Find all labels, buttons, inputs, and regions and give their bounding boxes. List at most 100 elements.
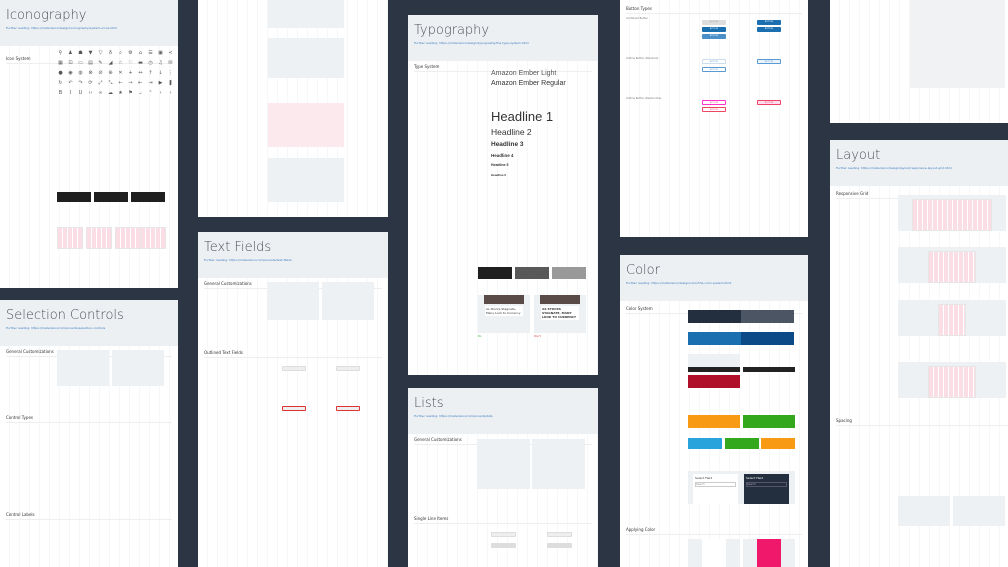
info-icon: ● xyxy=(58,70,63,76)
list-item[interactable] xyxy=(547,543,572,548)
swatch-success xyxy=(743,415,795,428)
list-item[interactable] xyxy=(547,532,572,537)
destructive-button[interactable]: BUTTON xyxy=(702,100,726,105)
further-reading-link[interactable]: Further reading: https://material.io/des… xyxy=(626,281,732,285)
further-reading-link[interactable]: Further reading: https://material.io/des… xyxy=(836,166,952,170)
button-focused[interactable]: BUTTON xyxy=(702,34,726,39)
section-title: Applying Color xyxy=(626,527,802,535)
gear-icon: ⚙ xyxy=(128,50,133,56)
further-reading-link[interactable]: Further reading: https://material.io/com… xyxy=(6,326,106,330)
select-field-dark[interactable]: Select Field Search xyxy=(744,474,789,504)
grid-columns xyxy=(938,304,966,336)
text-field[interactable] xyxy=(336,366,360,371)
button-hover[interactable]: BUTTON xyxy=(757,20,781,25)
close-icon: ✕ xyxy=(118,70,123,76)
clock-icon: ◷ xyxy=(148,60,153,66)
star-icon: ☆ xyxy=(118,60,123,66)
grid-example xyxy=(898,362,1006,398)
folder-icon: ▬ xyxy=(138,60,143,66)
swatch-warning xyxy=(688,415,740,428)
article-do: As Stocks Stagnate, Many Look to Currenc… xyxy=(478,295,530,333)
outline-button[interactable]: BUTTON xyxy=(702,67,726,72)
further-reading-link[interactable]: Further reading: https://material.io/des… xyxy=(414,41,529,45)
destructive-button[interactable]: BUTTON xyxy=(757,100,781,105)
font-regular-sample: Amazon Ember Regular xyxy=(491,80,566,87)
arrow-icon: ↔ xyxy=(138,70,143,76)
font-light-sample: Amazon Ember Light xyxy=(491,70,557,77)
text-field-error[interactable] xyxy=(282,406,306,411)
iconography-panel: Iconography Further reading: https://mate… xyxy=(0,0,178,288)
further-reading-link[interactable]: Further reading: https://material.io/com… xyxy=(204,258,292,262)
destructive-button[interactable]: BUTTON xyxy=(702,107,726,112)
button-pressed[interactable]: BUTTON xyxy=(757,27,781,32)
section-title: Single Line Items xyxy=(414,516,592,524)
article-image xyxy=(540,295,580,304)
search-icon: ⌕ xyxy=(119,50,122,56)
headline-4: Headline 4 xyxy=(491,153,514,158)
button-enabled[interactable]: BUTTON xyxy=(702,27,726,32)
grid-columns xyxy=(928,366,976,398)
further-reading-link[interactable]: Further reading: https://material.io/com… xyxy=(414,414,493,418)
home-icon: ⌂ xyxy=(138,50,143,56)
phone-mock xyxy=(702,539,726,567)
text-field[interactable] xyxy=(282,366,306,371)
error-icon: ⊗ xyxy=(88,70,93,76)
panel-title: Color xyxy=(626,263,660,278)
select-field-examples: Select Field Search Select Field Search xyxy=(688,471,795,504)
panel-title: Layout xyxy=(836,148,881,163)
list-item[interactable] xyxy=(491,532,516,537)
grid-columns xyxy=(928,251,976,283)
icon-grid: ⚲ ♟ ☗ ▼ ▽ ♁ ⌕ ⚙ ⌂ ☰ ▣ ≺ ▦ ⊡ ▭ ▤ ✎ ◢ ☆ ♡ ▬ ◷ ♫ ✉ ● ◉ ◍ ⊗ ⊘ ⊕ ✕ + ↔ ↑ ↓ ⋮ ↻… xyxy=(56,50,175,99)
color-sample xyxy=(478,267,512,279)
search-input[interactable]: Search xyxy=(746,482,787,487)
chevron-down-icon: ⌄ xyxy=(138,90,143,96)
spacing-example xyxy=(898,496,950,526)
color-sample xyxy=(552,267,586,279)
first-icon: ⇤ xyxy=(138,80,143,86)
chevron-right-icon: › xyxy=(169,90,172,96)
swatch-secondary-variant xyxy=(741,332,794,345)
button-disabled[interactable]: BUTTON xyxy=(702,20,726,25)
outline-button[interactable]: BUTTON xyxy=(757,59,781,64)
add-icon: ⊕ xyxy=(108,70,113,76)
subsection-title: Outline Button (Destructive) xyxy=(626,97,662,100)
image-icon: ▣ xyxy=(158,50,163,56)
collapse-icon: ⤡ xyxy=(108,80,113,86)
outline-button[interactable]: BUTTON xyxy=(702,59,726,64)
select-field-label: Select Field xyxy=(695,476,713,480)
calendar-icon: ▦ xyxy=(58,60,63,66)
warning-icon: ◍ xyxy=(78,70,83,76)
chevron-up-icon: ⌃ xyxy=(148,90,153,96)
icon-keyline-grid xyxy=(115,227,141,249)
panel-title: Selection Controls xyxy=(6,308,124,323)
swatch-warning-light xyxy=(761,438,795,449)
pin-icon: ⚲ xyxy=(58,50,63,56)
swatch-on-surface xyxy=(743,367,795,372)
headline-1: Headline 1 xyxy=(491,109,554,124)
panel-title: Typography xyxy=(414,23,490,38)
mail-icon: ✉ xyxy=(168,60,173,66)
sync-icon: ⟳ xyxy=(88,80,93,86)
search-input[interactable]: Search xyxy=(695,482,736,487)
expand-icon: ⤢ xyxy=(98,80,103,86)
spec-example xyxy=(322,282,374,320)
spec-example xyxy=(268,0,344,28)
underline-icon: U xyxy=(78,90,83,96)
swatch-background xyxy=(688,354,740,367)
icon-sample-dark xyxy=(57,192,91,202)
headline-3: Headline 3 xyxy=(491,141,524,148)
doc-icon: ▤ xyxy=(88,60,93,66)
swatch-info xyxy=(688,438,722,449)
further-reading-link[interactable]: Further reading: https://material.io/des… xyxy=(6,26,118,30)
section-title: Type System xyxy=(414,64,592,72)
selection-controls-panel: Selection Controls Further reading: https… xyxy=(0,300,178,567)
edit-icon: ✎ xyxy=(98,60,103,66)
select-field-light[interactable]: Select Field Search xyxy=(693,474,738,504)
list-item[interactable] xyxy=(491,543,516,548)
grid-example xyxy=(898,195,1006,231)
text-field-error[interactable] xyxy=(336,406,360,411)
redo-icon: ↷ xyxy=(78,80,83,86)
phone-mock xyxy=(757,539,781,567)
headline-5: Headline 5 xyxy=(491,163,509,167)
chevron-left-icon: ‹ xyxy=(159,90,162,96)
